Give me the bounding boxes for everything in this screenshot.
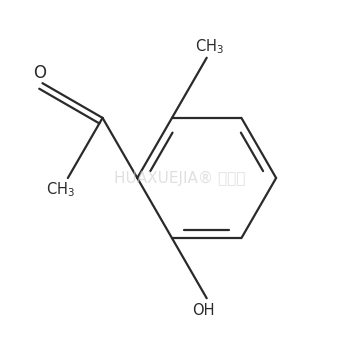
Text: OH: OH — [192, 303, 215, 318]
Text: O: O — [33, 64, 46, 82]
Text: CH$_3$: CH$_3$ — [45, 180, 75, 199]
Text: HUAXUEJIA® 化学加: HUAXUEJIA® 化学加 — [114, 171, 246, 185]
Text: CH$_3$: CH$_3$ — [195, 38, 224, 57]
